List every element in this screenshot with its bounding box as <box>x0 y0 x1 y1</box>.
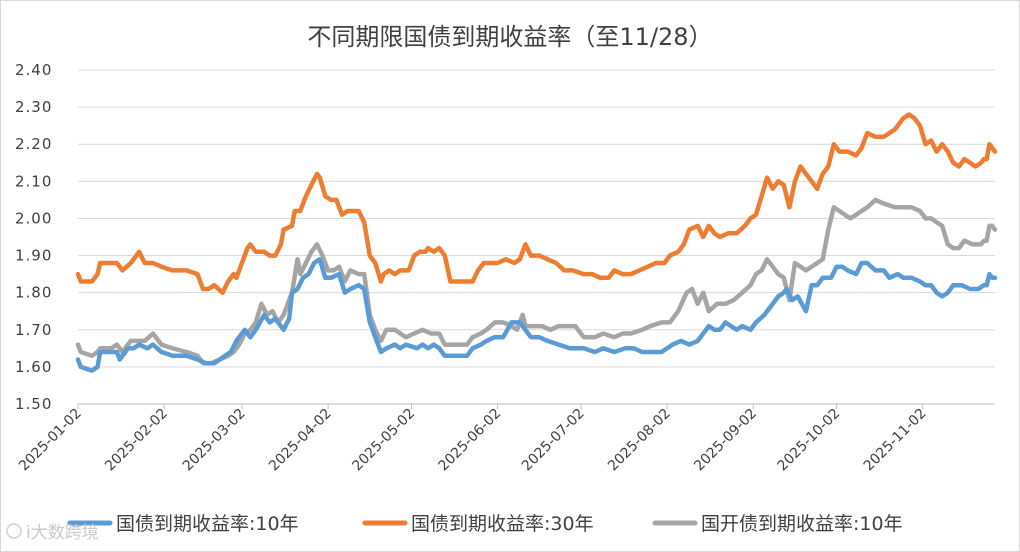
chart-title: 不同期限国债到期收益率（至11/28） <box>307 23 712 51</box>
gridlines <box>78 69 995 368</box>
x-tick-label: 2025-07-02 <box>519 406 588 475</box>
legend-label: 国开债到期收益率:10年 <box>701 513 903 535</box>
series-line-1 <box>75 257 998 373</box>
legend-label: 国债到期收益率:30年 <box>411 513 594 535</box>
x-tick-label: 2025-02-02 <box>102 406 171 475</box>
y-tick-label: 1.60 <box>15 358 52 376</box>
y-tick-label: 2.30 <box>15 98 52 116</box>
y-tick-label: 2.10 <box>15 172 52 190</box>
y-axis: 1.50 1.60 1.70 1.80 1.90 2.00 2.10 2.20 2.30 2.40 <box>15 61 52 413</box>
y-tick-label: 1.80 <box>15 284 52 302</box>
x-tick-label: 2025-10-02 <box>775 406 844 475</box>
y-tick-label: 2.40 <box>15 61 52 79</box>
series-lines <box>75 112 998 373</box>
watermark: i大数跨境 <box>6 523 99 543</box>
x-tick-label: 2025-01-02 <box>16 406 85 475</box>
y-tick-label: 2.00 <box>15 209 52 227</box>
x-tick-label: 2025-09-02 <box>691 406 760 475</box>
y-tick-label: 1.90 <box>15 247 52 265</box>
y-tick-label: 1.50 <box>15 395 52 413</box>
x-axis: 2025-01-02 2025-02-02 2025-03-02 2025-04-02… <box>16 403 995 475</box>
legend-label: 国债到期收益率:10年 <box>116 513 299 535</box>
x-tick-label: 2025-05-02 <box>349 406 418 475</box>
watermark-logo-icon <box>6 523 22 539</box>
x-tick-label: 2025-06-02 <box>436 406 505 475</box>
y-tick-label: 2.20 <box>15 135 52 153</box>
x-tick-label: 2025-03-02 <box>180 406 249 475</box>
watermark-text: i大数跨境 <box>26 523 99 543</box>
x-tick-label: 2025-08-02 <box>605 406 674 475</box>
series-line-2 <box>75 112 998 295</box>
y-tick-label: 1.70 <box>15 321 52 339</box>
x-tick-label: 2025-11-02 <box>861 406 930 475</box>
legend: 国债到期收益率:10年 国债到期收益率:30年 国开债到期收益率:10年 <box>67 513 903 535</box>
x-tick-label: 2025-04-02 <box>266 406 335 475</box>
